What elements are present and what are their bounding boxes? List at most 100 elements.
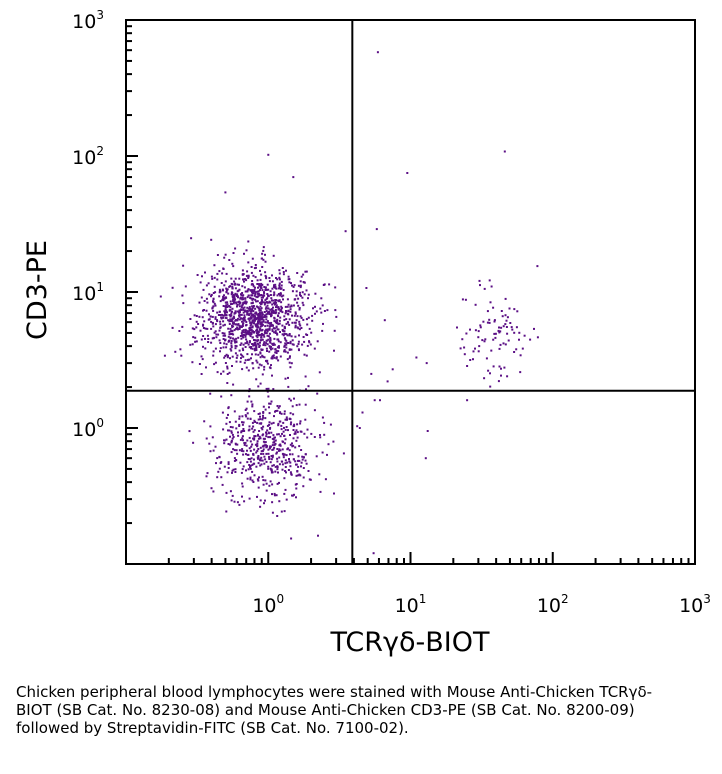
event-point bbox=[267, 153, 270, 156]
event-point bbox=[271, 324, 274, 327]
event-point bbox=[279, 293, 282, 296]
event-point bbox=[220, 316, 223, 319]
event-point bbox=[274, 330, 277, 333]
event-point bbox=[289, 461, 292, 464]
event-point bbox=[241, 285, 244, 288]
event-point bbox=[280, 307, 283, 309]
event-point bbox=[219, 342, 222, 344]
event-point bbox=[275, 494, 278, 497]
event-point bbox=[229, 327, 232, 330]
event-point bbox=[298, 403, 301, 406]
event-point bbox=[252, 343, 255, 346]
event-point bbox=[293, 284, 296, 287]
event-point bbox=[259, 356, 262, 359]
event-point bbox=[228, 259, 231, 261]
event-point bbox=[251, 427, 254, 430]
event-point bbox=[292, 343, 295, 346]
event-point bbox=[241, 330, 244, 333]
event-point bbox=[259, 312, 262, 315]
event-point bbox=[253, 288, 256, 291]
event-point bbox=[233, 283, 236, 286]
event-point bbox=[509, 322, 512, 324]
event-point bbox=[262, 448, 265, 451]
event-point bbox=[204, 337, 206, 340]
event-point bbox=[245, 338, 248, 341]
event-point bbox=[302, 476, 305, 479]
event-point bbox=[254, 443, 257, 446]
event-point bbox=[293, 314, 296, 317]
event-point bbox=[251, 309, 254, 312]
event-point bbox=[297, 340, 300, 343]
event-point bbox=[281, 329, 284, 331]
event-point bbox=[294, 312, 297, 315]
event-point bbox=[249, 312, 252, 315]
event-point bbox=[290, 335, 293, 338]
event-point bbox=[276, 333, 279, 336]
event-point bbox=[201, 316, 204, 319]
event-point bbox=[233, 338, 236, 341]
event-point bbox=[254, 298, 257, 301]
event-point bbox=[295, 404, 298, 407]
event-point bbox=[279, 294, 282, 297]
event-point bbox=[231, 326, 234, 329]
event-point bbox=[202, 324, 204, 327]
event-point bbox=[299, 286, 302, 289]
event-point bbox=[333, 349, 335, 352]
event-point bbox=[251, 347, 254, 350]
event-point bbox=[244, 409, 247, 411]
event-point bbox=[271, 355, 274, 358]
event-point bbox=[238, 305, 241, 308]
event-point bbox=[260, 364, 263, 367]
event-point bbox=[305, 354, 308, 357]
event-point bbox=[285, 346, 288, 349]
event-point bbox=[250, 333, 253, 336]
event-point bbox=[321, 304, 324, 307]
event-point bbox=[259, 323, 262, 325]
event-point bbox=[262, 425, 265, 428]
event-point bbox=[238, 324, 241, 327]
event-point bbox=[228, 331, 231, 333]
event-point bbox=[239, 438, 242, 441]
event-point bbox=[256, 290, 259, 293]
event-point bbox=[247, 240, 250, 243]
x-axis-title: TCRγδ-BIOT bbox=[330, 627, 491, 658]
event-point bbox=[285, 333, 288, 336]
event-point bbox=[258, 430, 261, 432]
event-point bbox=[247, 274, 250, 277]
event-point bbox=[284, 470, 287, 472]
event-point bbox=[232, 298, 235, 301]
event-point bbox=[284, 418, 287, 421]
event-point bbox=[226, 301, 229, 304]
event-point bbox=[182, 302, 185, 305]
event-point bbox=[258, 309, 261, 312]
event-point bbox=[258, 435, 261, 438]
event-point bbox=[492, 306, 495, 309]
event-point bbox=[302, 467, 305, 469]
event-point bbox=[275, 277, 277, 279]
event-point bbox=[256, 442, 259, 445]
event-point bbox=[278, 322, 281, 325]
event-point bbox=[278, 463, 281, 466]
event-point bbox=[278, 272, 281, 275]
event-point bbox=[263, 335, 266, 338]
event-point bbox=[279, 316, 282, 319]
event-point bbox=[308, 478, 311, 481]
event-point bbox=[195, 315, 198, 317]
event-point bbox=[218, 329, 221, 332]
event-point bbox=[383, 319, 386, 322]
event-point bbox=[227, 292, 230, 295]
event-point bbox=[259, 339, 262, 342]
event-point bbox=[275, 306, 277, 309]
event-point bbox=[244, 346, 247, 348]
event-point bbox=[200, 338, 203, 341]
event-point bbox=[298, 328, 301, 331]
event-point bbox=[479, 324, 482, 327]
event-point bbox=[258, 313, 261, 316]
event-point bbox=[274, 302, 277, 305]
event-point bbox=[283, 453, 286, 456]
event-point bbox=[209, 392, 212, 395]
event-point bbox=[264, 344, 267, 347]
event-point bbox=[228, 371, 231, 374]
event-point bbox=[235, 443, 237, 446]
event-point bbox=[205, 366, 207, 369]
